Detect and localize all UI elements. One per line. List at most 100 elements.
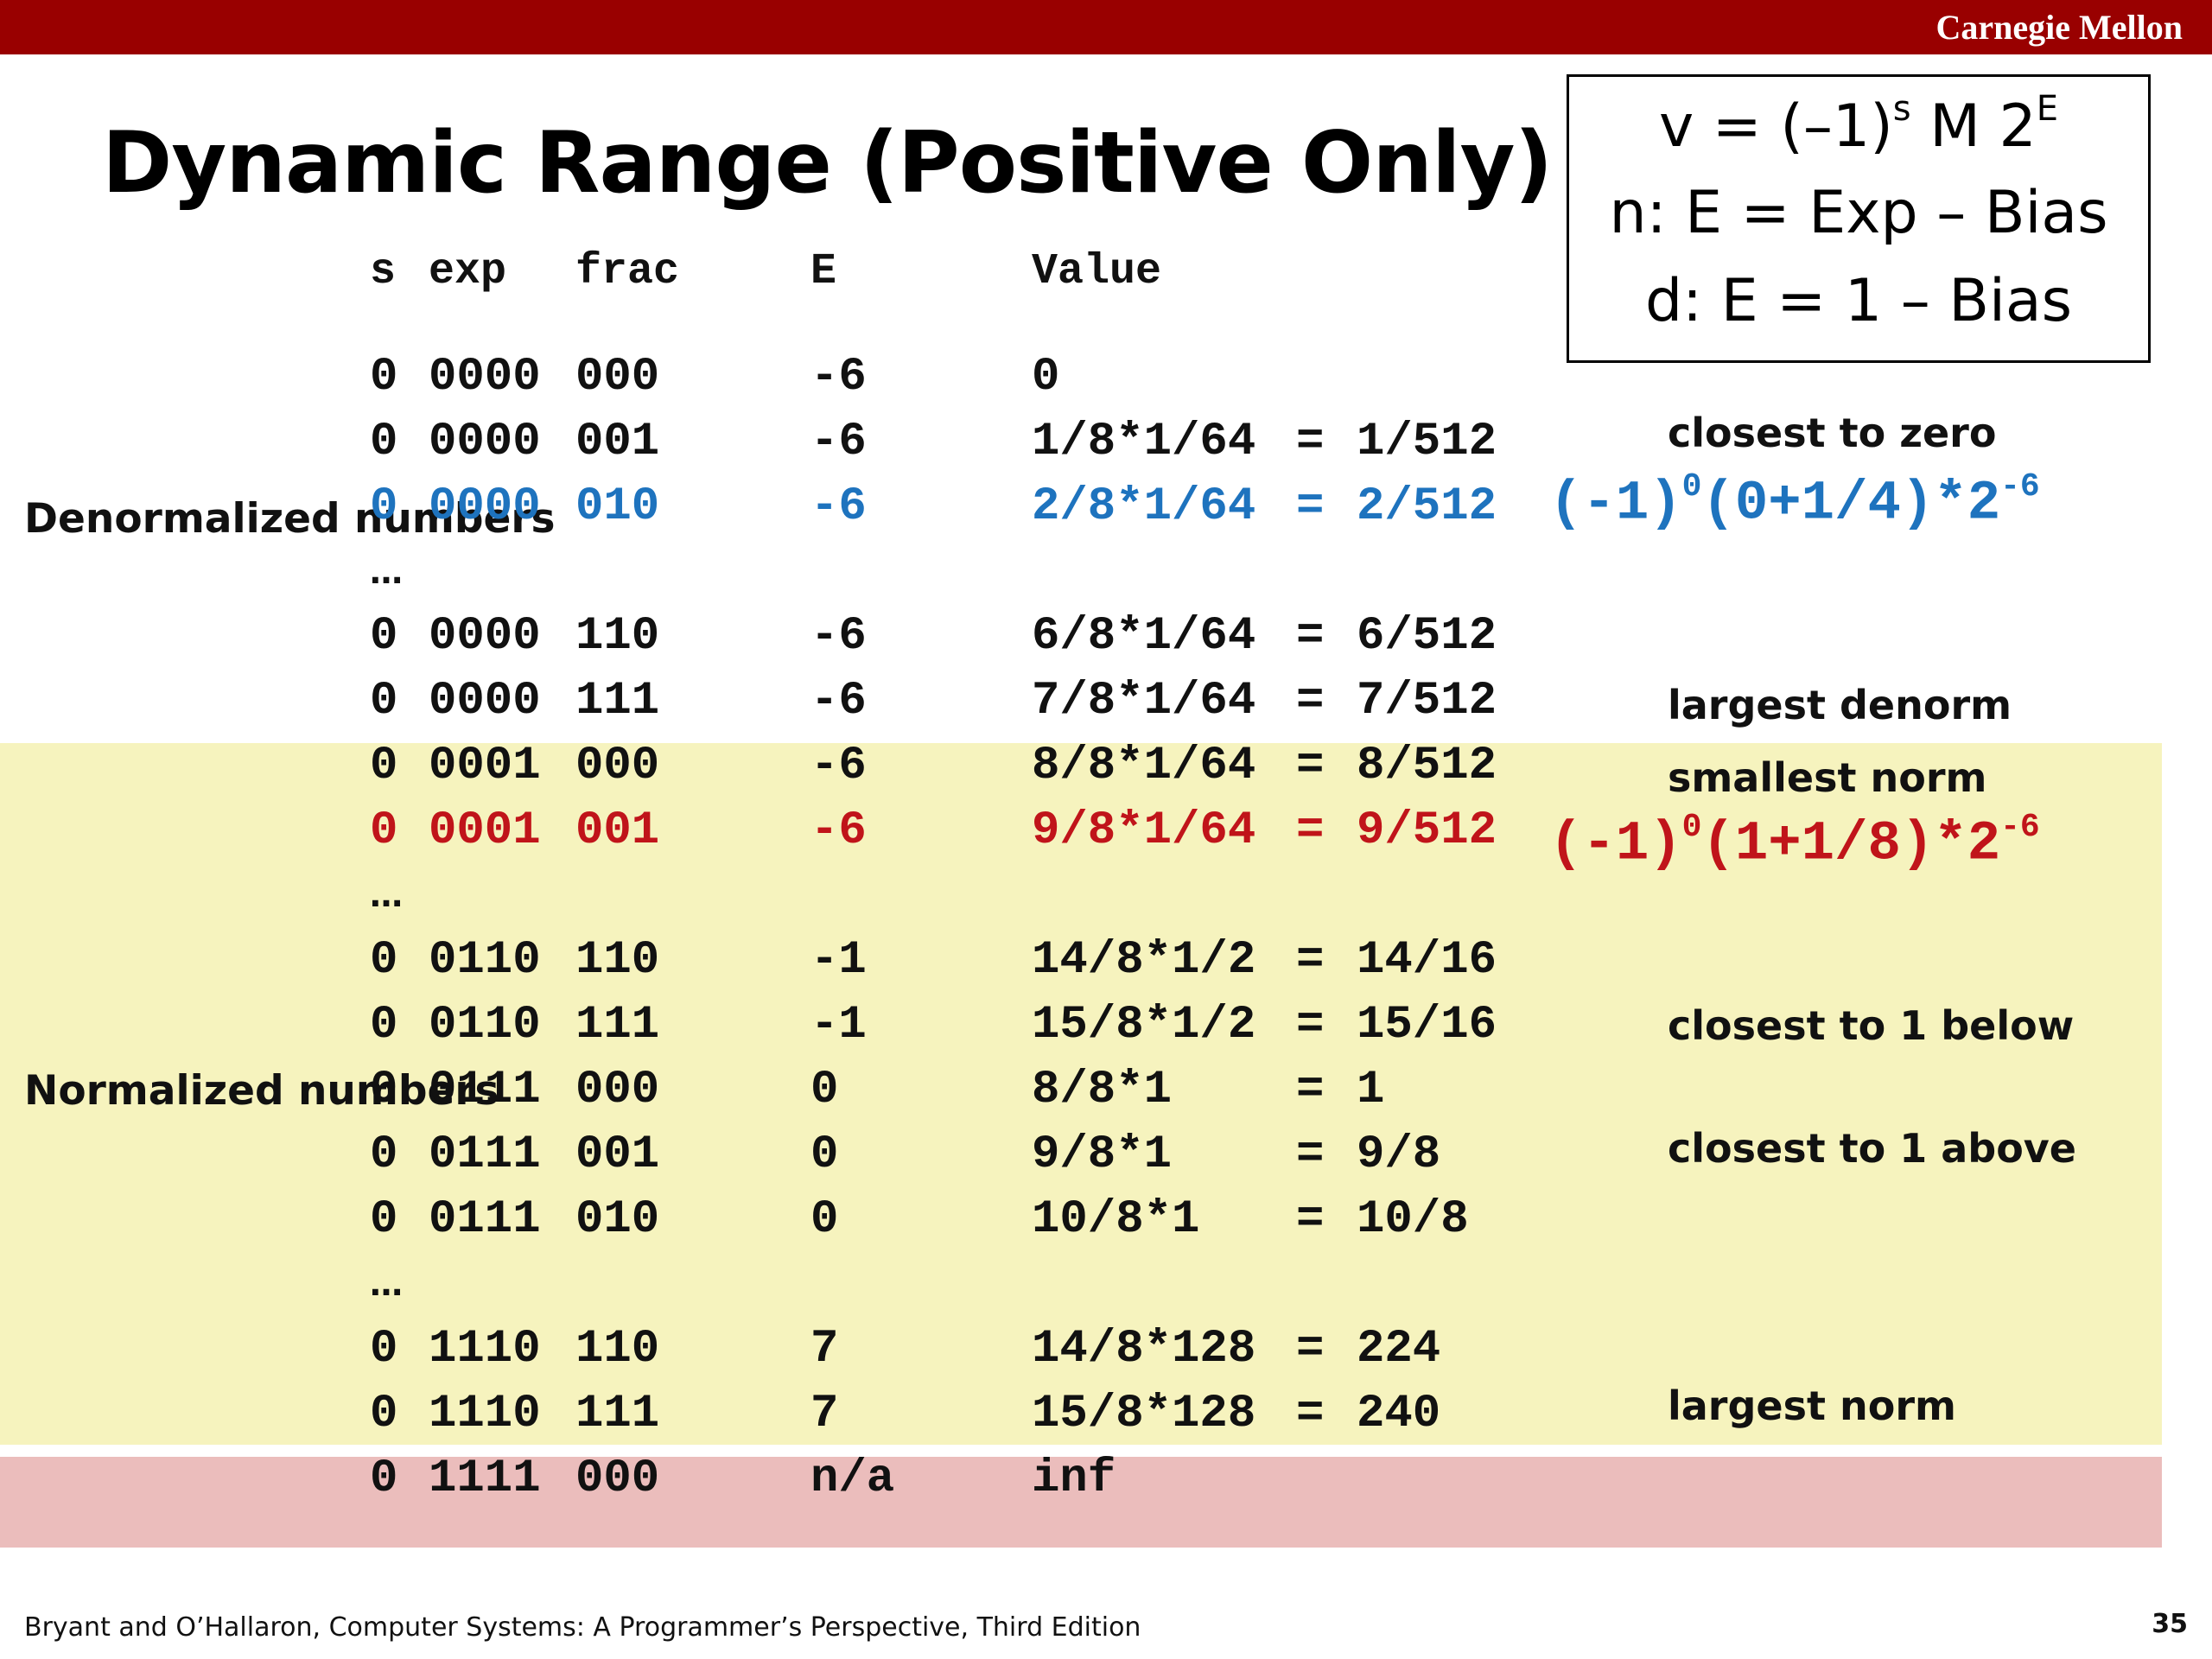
cell-result: 8/512 — [1357, 740, 1497, 792]
cell-E: -6 — [810, 675, 867, 728]
header-bar: Carnegie Mellon — [0, 0, 2212, 54]
cell-value: inf — [1032, 1452, 1116, 1505]
formula-line-2: n: E = Exp – Bias — [1609, 179, 2108, 247]
note-closest-to-zero: closest to zero — [1668, 410, 1997, 456]
cell-s: 0 — [370, 1388, 398, 1440]
cell-s: 0 — [370, 740, 398, 792]
cell-E: -6 — [810, 804, 867, 857]
cell-frac: 110 — [575, 610, 660, 663]
cell-eq: = — [1296, 999, 1325, 1052]
cell-result: 1 — [1357, 1064, 1385, 1116]
cell-frac: 010 — [575, 480, 660, 533]
infinity-band — [0, 1457, 2162, 1548]
col-header-s: s — [370, 247, 397, 296]
cell-s: 0 — [370, 610, 398, 663]
cell-eq: = — [1296, 740, 1325, 792]
ellipsis-norm-2: … — [370, 1265, 403, 1303]
cell-eq: = — [1296, 480, 1325, 533]
cell-value: 1/8*1/64 — [1032, 416, 1256, 468]
col-header-exp: exp — [429, 247, 507, 296]
cell-exp: 0000 — [429, 610, 541, 663]
cell-exp: 0000 — [429, 675, 541, 728]
cell-eq: = — [1296, 610, 1325, 663]
cell-E: -6 — [810, 610, 867, 663]
cell-exp: 0000 — [429, 351, 541, 404]
cell-E: -1 — [810, 934, 867, 987]
cell-exp: 1110 — [429, 1323, 541, 1376]
cell-E: 0 — [810, 1064, 839, 1116]
cell-s: 0 — [370, 999, 398, 1052]
cell-frac: 000 — [575, 740, 660, 792]
note-smallest-norm: smallest norm — [1668, 754, 1987, 801]
cell-frac: 111 — [575, 675, 660, 728]
cell-result: 9/8 — [1357, 1128, 1441, 1181]
cell-result: 14/16 — [1357, 934, 1497, 987]
cell-eq: = — [1296, 416, 1325, 468]
cell-result: 2/512 — [1357, 480, 1497, 533]
cell-frac: 111 — [575, 1388, 660, 1440]
expression-red: (-1)0(1+1/8)*2-6 — [1549, 809, 2040, 876]
cell-value: 8/8*1 — [1032, 1064, 1173, 1116]
cell-s: 0 — [370, 416, 398, 468]
page-number: 35 — [2152, 1609, 2188, 1639]
cell-E: 0 — [810, 1193, 839, 1246]
cell-frac: 001 — [575, 804, 660, 857]
note-closest-above: closest to 1 above — [1668, 1125, 2076, 1172]
cell-exp: 1111 — [429, 1452, 541, 1505]
cell-value: 15/8*128 — [1032, 1388, 1256, 1440]
col-header-value: Value — [1032, 247, 1162, 296]
cell-E: 7 — [810, 1388, 839, 1440]
col-header-E: E — [810, 247, 837, 296]
denormalized-label: Denormalized numbers — [24, 495, 556, 543]
cell-s: 0 — [370, 1193, 398, 1246]
cell-s: 0 — [370, 934, 398, 987]
cell-E: -6 — [810, 416, 867, 468]
cell-s: 0 — [370, 1128, 398, 1181]
cell-frac: 000 — [575, 1452, 660, 1505]
cell-frac: 001 — [575, 1128, 660, 1181]
cell-exp: 0000 — [429, 480, 541, 533]
cell-exp: 0111 — [429, 1193, 541, 1246]
cell-result: 1/512 — [1357, 416, 1497, 468]
normalized-label: Normalized numbers — [24, 1067, 499, 1115]
cell-result: 6/512 — [1357, 610, 1497, 663]
cell-frac: 000 — [575, 1064, 660, 1116]
cell-exp: 0111 — [429, 1064, 541, 1116]
cell-value: 14/8*1/2 — [1032, 934, 1256, 987]
cell-value: 14/8*128 — [1032, 1323, 1256, 1376]
cell-value: 9/8*1/64 — [1032, 804, 1256, 857]
note-largest-denorm: largest denorm — [1668, 682, 2012, 728]
ellipsis-denorm: … — [370, 553, 403, 591]
cell-value: 2/8*1/64 — [1032, 480, 1256, 533]
note-largest-norm: largest norm — [1668, 1382, 1956, 1429]
cell-s: 0 — [370, 480, 398, 533]
cell-result: 15/16 — [1357, 999, 1497, 1052]
cell-eq: = — [1296, 1128, 1325, 1181]
cell-frac: 110 — [575, 1323, 660, 1376]
note-closest-below: closest to 1 below — [1668, 1002, 2075, 1049]
cell-exp: 0110 — [429, 999, 541, 1052]
cell-E: n/a — [810, 1452, 895, 1505]
cell-E: 7 — [810, 1323, 839, 1376]
cell-value: 15/8*1/2 — [1032, 999, 1256, 1052]
brand-name: Carnegie Mellon — [1936, 8, 2183, 47]
cell-result: 9/512 — [1357, 804, 1497, 857]
cell-frac: 000 — [575, 351, 660, 404]
formula-line-3: d: E = 1 – Bias — [1645, 267, 2072, 335]
cell-value: 0 — [1032, 351, 1060, 404]
cell-E: -6 — [810, 740, 867, 792]
cell-exp: 1110 — [429, 1388, 541, 1440]
cell-eq: = — [1296, 1388, 1325, 1440]
cell-exp: 0001 — [429, 740, 541, 792]
cell-value: 9/8*1 — [1032, 1128, 1173, 1181]
cell-exp: 0110 — [429, 934, 541, 987]
normalized-band — [0, 743, 2162, 1445]
page-title: Dynamic Range (Positive Only) — [102, 114, 1553, 213]
cell-eq: = — [1296, 1193, 1325, 1246]
cell-result: 240 — [1357, 1388, 1441, 1440]
cell-E: -6 — [810, 351, 867, 404]
cell-result: 10/8 — [1357, 1193, 1469, 1246]
ellipsis-norm-1: … — [370, 876, 403, 914]
cell-eq: = — [1296, 1064, 1325, 1116]
cell-E: -6 — [810, 480, 867, 533]
